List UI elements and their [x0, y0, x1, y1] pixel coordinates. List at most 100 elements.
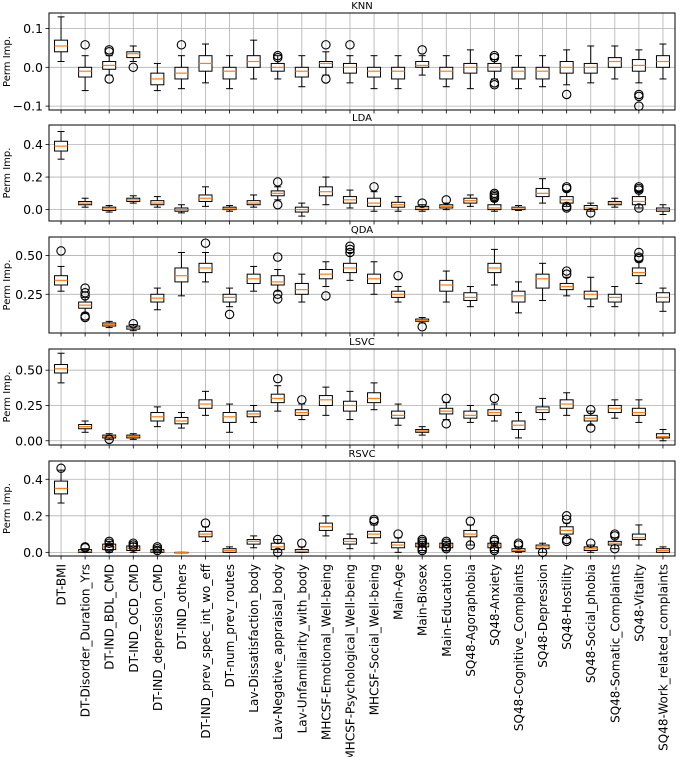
box-Lav-Negative_appraisal_body — [270, 50, 285, 80]
outlier-point — [80, 40, 90, 50]
box-SQ48-Cognitive_Complaints — [511, 281, 526, 314]
box-DT-IND_prev_spec_int_wo_eff — [198, 43, 213, 84]
outlier-point — [561, 514, 572, 525]
box-DT-IND_prev_spec_int_wo_eff — [198, 518, 213, 542]
outlier-point — [272, 52, 283, 63]
outlier-point — [610, 543, 620, 554]
box-SQ48-Anxiety — [487, 50, 502, 90]
box-iqr — [78, 66, 93, 78]
x-tick-label: Lav-Dissatisfaction_body — [247, 564, 261, 713]
box-Lav-Negative_appraisal_body — [270, 534, 285, 558]
box-Lav-Dissatisfaction_body — [246, 39, 261, 80]
outlier-point — [56, 463, 66, 474]
box-Main-Biosex — [415, 534, 430, 556]
outlier-point — [272, 294, 283, 304]
box-DT-BMI — [54, 16, 69, 62]
box-DT-BMI — [54, 131, 69, 160]
box-SQ48-Somatic_Complaints — [607, 286, 622, 308]
box-iqr — [463, 410, 478, 419]
box-DT-IND_depression_CMD — [150, 287, 165, 311]
box-MHCSF-Social_Well-being — [367, 382, 382, 411]
y-tick-label: 0.25 — [15, 287, 43, 302]
outlier-point — [80, 543, 90, 553]
outlier-point — [610, 531, 620, 541]
box-DT-IND_BDL_CMD — [102, 320, 117, 329]
y-tick-label: 0.0 — [23, 60, 43, 75]
outlier-point — [585, 208, 596, 218]
box-iqr — [367, 66, 382, 78]
box-iqr — [342, 400, 357, 412]
box-Lav-Unfamiliarity_with_body — [294, 55, 309, 88]
outlier-point — [417, 538, 427, 548]
x-tick-label: SQ48-Social_phobia — [584, 564, 598, 683]
outlier-point — [297, 395, 307, 405]
outlier-point — [489, 193, 500, 203]
box-iqr — [222, 412, 237, 423]
box-DT-num_prev_routes — [222, 546, 237, 553]
box-iqr — [463, 62, 478, 74]
outlier-point — [561, 511, 572, 521]
box-MHCSF-Social_Well-being — [367, 261, 382, 295]
outlier-point — [465, 516, 476, 527]
box-SQ48-Hostility — [559, 511, 574, 547]
outlier-point — [200, 518, 211, 528]
x-tick-label: Lav-Negative_appraisal_body — [271, 564, 285, 740]
box-iqr — [367, 392, 382, 404]
outlier-point — [224, 309, 235, 320]
y-tick-label: 0.1 — [23, 21, 43, 36]
box-DT-IND_others — [174, 412, 189, 429]
subplot-knn: −0.1 0.0 0.1 KNN Perm Imp. — [2, 1, 676, 114]
box-Lav-Negative_appraisal_body — [270, 252, 285, 304]
outlier-point — [585, 423, 596, 433]
box-SQ48-Hostility — [559, 392, 574, 416]
box-DT-Disorder_Duration_Yrs — [78, 197, 93, 208]
box-DT-IND_prev_spec_int_wo_eff — [198, 238, 213, 283]
box-iqr — [342, 62, 357, 74]
y-tick-label: 0.00 — [15, 433, 43, 448]
y-axis-label: Perm Imp. — [2, 372, 13, 423]
box-SQ48-Somatic_Complaints — [607, 529, 622, 554]
box-iqr — [318, 61, 333, 68]
subplot-title: LDA — [352, 113, 372, 124]
box-iqr — [439, 279, 454, 292]
outlier-point — [441, 538, 452, 548]
box-Main-Age — [391, 270, 406, 303]
box-DT-IND_depression_CMD — [150, 406, 165, 428]
y-axis-label: Perm Imp. — [2, 148, 13, 199]
box-SQ48-Hostility — [559, 266, 574, 297]
box-SQ48-Work_related_complaints — [655, 204, 670, 215]
outlier-point — [393, 270, 403, 281]
outlier-point — [272, 199, 283, 210]
outlier-point — [272, 177, 283, 187]
outlier-point — [561, 266, 572, 276]
box-DT-num_prev_routes — [222, 403, 237, 433]
box-iqr — [535, 187, 550, 198]
box-SQ48-Anxiety — [487, 248, 502, 286]
outlier-point — [489, 545, 500, 556]
outlier-point — [128, 542, 139, 552]
y-tick-label: 0.4 — [23, 472, 43, 487]
box-iqr — [607, 293, 622, 303]
box-SQ48-Depression — [535, 397, 550, 421]
y-tick-label: 0.0 — [23, 545, 43, 560]
subplot-title: QDA — [351, 225, 373, 236]
box-Main-Education — [439, 270, 454, 303]
outlier-point — [441, 195, 452, 205]
box-SQ48-Agoraphobia — [463, 516, 478, 550]
box-iqr — [631, 267, 646, 277]
box-DT-IND_OCD_CMD — [126, 318, 141, 332]
box-Main-Biosex — [415, 317, 430, 332]
box-SQ48-Anxiety — [487, 534, 502, 556]
box-SQ48-Somatic_Complaints — [607, 45, 622, 80]
box-DT-IND_BDL_CMD — [102, 433, 117, 445]
box-DT-IND_OCD_CMD — [126, 195, 141, 204]
box-SQ48-Social_phobia — [583, 202, 598, 218]
y-tick-label: 0.50 — [15, 248, 43, 263]
box-DT-BMI — [54, 352, 69, 384]
outlier-point — [345, 247, 355, 258]
x-tick-label: Main-Education — [440, 564, 454, 657]
x-tick-label: SQ48-Anxiety — [488, 564, 502, 646]
x-tick-label: Lav-Unfamiliarity_with_body — [295, 564, 309, 733]
box-SQ48-Work_related_complaints — [655, 43, 670, 80]
